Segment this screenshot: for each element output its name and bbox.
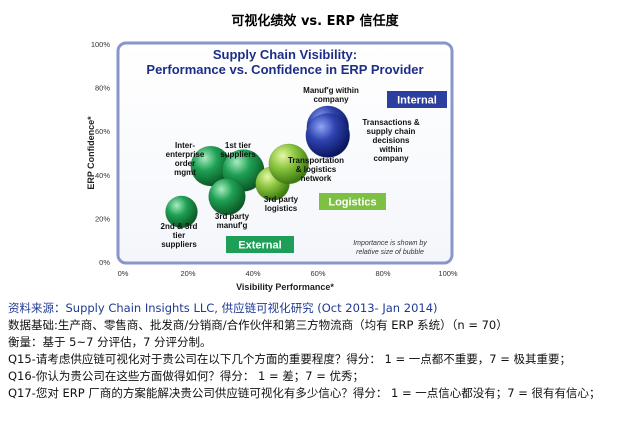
x-axis-label: Visibility Performance* — [236, 282, 334, 292]
bubble-chart: 0% 20% 40% 60% 80% 100% 0% 20% 40% 60% 80% 100% Visi… — [60, 30, 480, 295]
y-tick-label: 0% — [99, 258, 110, 267]
x-tick-label: 0% — [118, 269, 129, 278]
measure-note: 衡量：基于 5~7 分评估，7 分评分制。 — [8, 335, 212, 349]
legend-logistics-label: Logistics — [328, 197, 376, 209]
notes-block: 资料来源：Supply Chain Insights LLC, 供应链可视化研究… — [8, 300, 626, 402]
chart-title-line2: Performance vs. Confidence in ERP Provid… — [146, 62, 423, 77]
x-tick-label: 40% — [245, 269, 260, 278]
chart-svg: 0% 20% 40% 60% 80% 100% 0% 20% 40% 60% 80% 100% Visi… — [86, 40, 458, 292]
basis-note: 数据基础:生产商、零售商、批发商/分销商/合作伙伴和第三方物流商（均有 ERP … — [8, 318, 508, 332]
y-tick-label: 100% — [91, 40, 111, 49]
y-tick-label: 40% — [95, 171, 110, 180]
bubble-label: 1st tier suppliers — [220, 141, 256, 159]
q17-note: Q17-您对 ERP 厂商的方案能解决贵公司供应链可视化有多少信心？得分： 1 … — [8, 386, 601, 400]
y-tick-label: 60% — [95, 127, 110, 136]
legend-logistics-badge: Logistics — [319, 193, 386, 210]
bubble-external — [165, 195, 198, 229]
chart-title-line1: Supply Chain Visibility: — [213, 47, 357, 62]
y-tick-label: 80% — [95, 84, 110, 93]
legend-external-badge: External — [226, 236, 294, 253]
bubble-label: Transactions & supply chain decisions withi… — [362, 118, 420, 163]
x-tick-label: 20% — [180, 269, 195, 278]
bubble-label: 3rd party manuf'g — [215, 212, 250, 230]
x-tick-label: 60% — [310, 269, 325, 278]
legend-internal-label: Internal — [397, 95, 437, 107]
q16-note: Q16-你认为贵公司在这些方面做得如何？得分： 1 = 差；7 = 优秀； — [8, 369, 365, 383]
bubble-label: Transportation & logistics network — [288, 156, 344, 183]
bubble-note-line1: Importance is shown by — [353, 240, 427, 247]
bubble-logistics — [268, 143, 310, 185]
bubble-label: Inter-enterprise order mgmt — [166, 141, 205, 177]
y-axis-label: ERP Confidence* — [86, 116, 96, 190]
bubble-external — [208, 177, 246, 216]
bubble-label: Manuf'g within company — [303, 86, 359, 104]
y-tick-label: 20% — [95, 214, 110, 223]
bubble-note-line2: relative size of bubble — [356, 249, 424, 256]
bubble-internal — [305, 113, 351, 158]
x-tick-label: 100% — [438, 269, 458, 278]
q15-note: Q15-请考虑供应链可视化对于贵公司在以下几个方面的重要程度？得分： 1 = 一… — [8, 352, 572, 366]
x-tick-label: 80% — [375, 269, 390, 278]
page-title: 可视化绩效 vs. ERP 信任度 — [231, 14, 399, 29]
bubble-label: 3rd party logistics — [264, 195, 299, 213]
legend-internal-badge: Internal — [387, 91, 447, 108]
bubble-label: 2nd & 3rd tier suppliers — [161, 222, 198, 249]
source-note: 资料来源：Supply Chain Insights LLC, 供应链可视化研究… — [8, 301, 438, 315]
legend-external-label: External — [238, 240, 281, 252]
